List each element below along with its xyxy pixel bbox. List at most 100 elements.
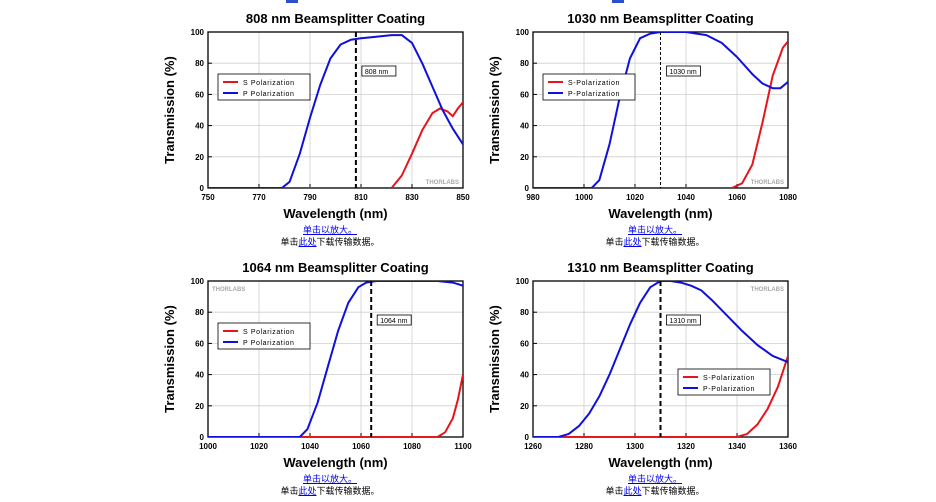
x-axis-label: Wavelength (nm) — [608, 206, 712, 221]
legend-label-s: S Polarization — [243, 329, 295, 336]
y-tick-label: 40 — [520, 371, 529, 380]
y-tick-label: 80 — [520, 59, 529, 68]
legend-box — [677, 368, 771, 396]
x-tick-label: 1340 — [728, 442, 746, 451]
legend-label-s: S-Polarization — [703, 375, 755, 382]
p-polarization-line — [208, 34, 463, 188]
s-polarization-line — [208, 101, 463, 188]
x-tick-label: 750 — [201, 193, 215, 202]
y-tick-label: 80 — [195, 59, 204, 68]
x-tick-label: 810 — [354, 193, 368, 202]
y-axis-label: Transmission (%) — [487, 56, 502, 164]
y-tick-label: 60 — [195, 90, 204, 99]
download-prefix: 单击 — [605, 238, 624, 248]
s-polarization-line — [533, 355, 788, 437]
y-tick-label: 0 — [525, 433, 530, 442]
x-tick-label: 1360 — [779, 442, 797, 451]
y-tick-label: 60 — [520, 90, 529, 99]
y-axis-label: Transmission (%) — [162, 56, 177, 164]
x-tick-label: 1100 — [454, 442, 472, 451]
y-tick-label: 100 — [191, 28, 205, 37]
y-axis-label: Transmission (%) — [162, 305, 177, 413]
top-link-stub-right — [612, 0, 624, 3]
x-tick-label: 1320 — [677, 442, 695, 451]
legend-label-p: P-Polarization — [703, 386, 755, 393]
x-tick-label: 1020 — [626, 193, 644, 202]
chart-1310[interactable]: 1310 nm Beamsplitter Coating THORLABS 1260… — [485, 257, 825, 477]
y-tick-label: 20 — [520, 402, 529, 411]
download-link[interactable]: 此处 — [298, 238, 317, 248]
y-tick-label: 40 — [520, 122, 529, 131]
watermark-logo: THORLABS — [426, 180, 459, 186]
chart-panel-1030: 1030 nm Beamsplitter Coating THORLABS 980 1… — [485, 8, 825, 253]
y-tick-label: 0 — [525, 184, 530, 193]
download-link[interactable]: 此处 — [623, 487, 642, 497]
chart-1030[interactable]: 1030 nm Beamsplitter Coating THORLABS 980 1… — [485, 8, 825, 228]
watermark-logo: THORLABS — [212, 287, 245, 293]
chart-title: 1030 nm Beamsplitter Coating — [567, 11, 753, 26]
chart-panel-1064: 1064 nm Beamsplitter Coating THORLABS 1000… — [160, 257, 500, 502]
y-tick-label: 20 — [195, 402, 204, 411]
x-tick-label: 1020 — [250, 442, 268, 451]
y-tick-label: 40 — [195, 122, 204, 131]
chart-panel-1310: 1310 nm Beamsplitter Coating THORLABS 1260… — [485, 257, 825, 502]
caption-1030: 单击以放大。 单击此处下载传输数据。 — [485, 225, 825, 249]
x-tick-label: 1040 — [301, 442, 319, 451]
x-tick-label: 1080 — [403, 442, 421, 451]
p-polarization-line — [533, 281, 788, 437]
marker-label-box — [666, 65, 701, 77]
x-tick-label: 1280 — [575, 442, 593, 451]
marker-label: 808 nm — [365, 69, 389, 76]
zoom-link[interactable]: 单击以放大。 — [627, 226, 682, 236]
y-axis-label: Transmission (%) — [487, 305, 502, 413]
zoom-link[interactable]: 单击以放大。 — [627, 475, 682, 485]
chart-title: 1310 nm Beamsplitter Coating — [567, 260, 753, 275]
download-suffix: 下载传输数据。 — [641, 487, 705, 497]
download-link[interactable]: 此处 — [623, 238, 642, 248]
legend-label-s: S-Polarization — [568, 80, 620, 87]
y-tick-label: 60 — [195, 339, 204, 348]
x-tick-label: 1060 — [728, 193, 746, 202]
x-tick-label: 1040 — [677, 193, 695, 202]
x-tick-label: 790 — [303, 193, 317, 202]
chart-808[interactable]: 808 nm Beamsplitter Coating THORLABS 750 77… — [160, 8, 500, 228]
marker-label-box — [376, 314, 412, 326]
legend-label-s: S Polarization — [243, 80, 295, 87]
watermark-logo: THORLABS — [751, 287, 784, 293]
download-suffix: 下载传输数据。 — [316, 487, 380, 497]
marker-label: 1064 nm — [380, 318, 407, 325]
x-tick-label: 1300 — [626, 442, 644, 451]
legend-box — [217, 322, 311, 350]
chart-1064[interactable]: 1064 nm Beamsplitter CoatingTHORLABS1000… — [160, 257, 500, 477]
zoom-link[interactable]: 单击以放大。 — [302, 475, 357, 485]
s-polarization-line — [533, 40, 788, 188]
x-tick-label: 1080 — [779, 193, 797, 202]
s-polarization-line — [208, 374, 463, 437]
download-suffix: 下载传输数据。 — [641, 238, 705, 248]
y-tick-label: 60 — [520, 339, 529, 348]
x-tick-label: 1260 — [524, 442, 542, 451]
marker-label-box — [361, 65, 397, 77]
download-link[interactable]: 此处 — [298, 487, 317, 497]
marker-label: 1310 nm — [670, 318, 697, 325]
x-tick-label: 980 — [526, 193, 540, 202]
p-polarization-line — [208, 281, 463, 437]
legend-box — [542, 73, 636, 101]
y-tick-label: 0 — [200, 433, 205, 442]
x-tick-label: 850 — [456, 193, 470, 202]
legend-label-p: P-Polarization — [568, 91, 620, 98]
plot-frame — [207, 280, 464, 438]
download-prefix: 单击 — [280, 487, 299, 497]
y-tick-label: 100 — [191, 277, 205, 286]
legend-box — [217, 73, 311, 101]
x-axis-label: Wavelength (nm) — [608, 455, 712, 470]
legend-label-p: P Polarization — [243, 340, 294, 347]
watermark-logo: THORLABS — [751, 180, 784, 186]
y-tick-label: 80 — [520, 308, 529, 317]
zoom-link[interactable]: 单击以放大。 — [302, 226, 357, 236]
y-tick-label: 40 — [195, 371, 204, 380]
y-tick-label: 20 — [195, 153, 204, 162]
x-tick-label: 1000 — [575, 193, 593, 202]
y-tick-label: 0 — [200, 184, 205, 193]
caption-1064: 单击以放大。 单击此处下载传输数据。 — [160, 474, 500, 498]
